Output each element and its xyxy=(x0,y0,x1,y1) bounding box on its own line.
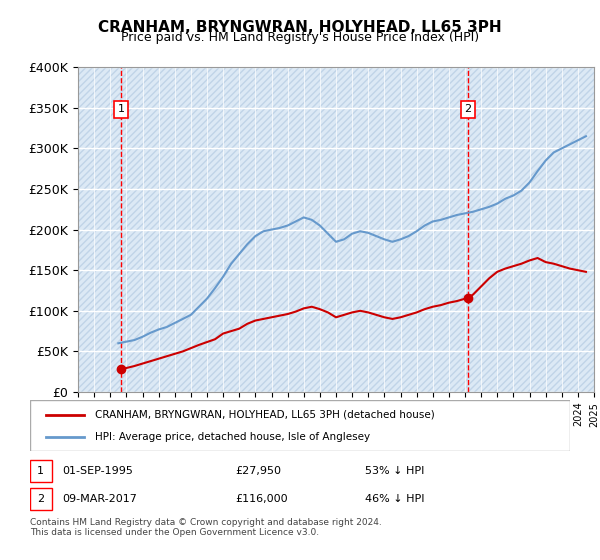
FancyBboxPatch shape xyxy=(30,400,570,451)
Text: CRANHAM, BRYNGWRAN, HOLYHEAD, LL65 3PH (detached house): CRANHAM, BRYNGWRAN, HOLYHEAD, LL65 3PH (… xyxy=(95,409,434,419)
Text: 2: 2 xyxy=(37,494,44,504)
FancyBboxPatch shape xyxy=(30,460,52,482)
Text: 01-SEP-1995: 01-SEP-1995 xyxy=(62,466,133,476)
FancyBboxPatch shape xyxy=(30,488,52,510)
Text: 46% ↓ HPI: 46% ↓ HPI xyxy=(365,494,424,504)
Text: 2: 2 xyxy=(464,104,472,114)
Text: 1: 1 xyxy=(118,104,125,114)
Text: HPI: Average price, detached house, Isle of Anglesey: HPI: Average price, detached house, Isle… xyxy=(95,432,370,442)
Text: Contains HM Land Registry data © Crown copyright and database right 2024.
This d: Contains HM Land Registry data © Crown c… xyxy=(30,518,382,538)
Text: £116,000: £116,000 xyxy=(235,494,288,504)
Text: Price paid vs. HM Land Registry's House Price Index (HPI): Price paid vs. HM Land Registry's House … xyxy=(121,31,479,44)
Text: £27,950: £27,950 xyxy=(235,466,281,476)
Text: 09-MAR-2017: 09-MAR-2017 xyxy=(62,494,137,504)
Text: 53% ↓ HPI: 53% ↓ HPI xyxy=(365,466,424,476)
Text: 1: 1 xyxy=(37,466,44,476)
Text: CRANHAM, BRYNGWRAN, HOLYHEAD, LL65 3PH: CRANHAM, BRYNGWRAN, HOLYHEAD, LL65 3PH xyxy=(98,20,502,35)
